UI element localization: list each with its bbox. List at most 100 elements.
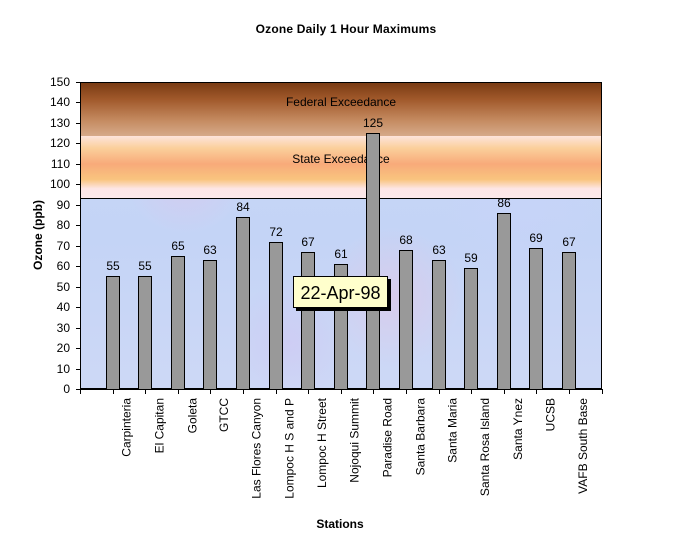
x-tick xyxy=(406,389,407,394)
bar-value-label: 67 xyxy=(301,235,315,249)
x-tick xyxy=(373,389,374,394)
x-tick xyxy=(439,389,440,394)
bar[interactable] xyxy=(366,133,380,390)
y-tick xyxy=(76,225,80,226)
y-tick xyxy=(76,102,80,103)
bar-value-label: 61 xyxy=(334,247,348,261)
y-tick-label: 70 xyxy=(56,239,70,253)
bar-value-label: 84 xyxy=(236,200,250,214)
date-tooltip: 22-Apr-98 xyxy=(293,276,388,308)
x-tick xyxy=(80,389,81,394)
x-tick xyxy=(471,389,472,394)
y-tick-label: 130 xyxy=(49,116,70,130)
x-axis-title: Stations xyxy=(316,517,364,531)
y-tick-label: 10 xyxy=(56,362,70,376)
y-tick xyxy=(76,328,80,329)
y-tick xyxy=(76,205,80,206)
bar[interactable] xyxy=(464,268,478,390)
x-tick-label: UCSB xyxy=(543,398,557,432)
y-axis xyxy=(80,82,81,390)
bar-value-label: 65 xyxy=(171,239,185,253)
y-tick-label: 120 xyxy=(49,136,70,150)
y-tick xyxy=(76,246,80,247)
y-tick-label: 40 xyxy=(56,300,70,314)
y-tick-label: 20 xyxy=(56,341,70,355)
y-tick xyxy=(76,389,80,390)
x-tick xyxy=(308,389,309,394)
x-tick xyxy=(276,389,277,394)
x-tick-label: Lompoc H S and P xyxy=(283,398,297,499)
plot-area: Federal Exceedance State Exceedance xyxy=(80,82,602,389)
x-tick xyxy=(504,389,505,394)
y-tick-label: 150 xyxy=(49,75,70,89)
bar-value-label: 68 xyxy=(399,233,413,247)
federal-exceedance-label: Federal Exceedance xyxy=(285,95,397,109)
x-tick xyxy=(145,389,146,394)
y-tick-label: 110 xyxy=(50,157,70,171)
y-tick xyxy=(76,369,80,370)
bar-value-label: 63 xyxy=(203,243,217,257)
bar[interactable] xyxy=(171,256,185,390)
bar-value-label: 55 xyxy=(106,259,120,273)
y-tick xyxy=(76,143,80,144)
bar[interactable] xyxy=(106,276,120,390)
y-tick-label: 100 xyxy=(49,177,70,191)
x-tick-label: El Capitan xyxy=(152,398,166,454)
bar-value-label: 55 xyxy=(138,259,152,273)
bar[interactable] xyxy=(269,242,283,390)
bar[interactable] xyxy=(497,213,511,390)
y-tick xyxy=(76,348,80,349)
chart-title: Ozone Daily 1 Hour Maximums xyxy=(255,22,437,36)
bar-value-label: 69 xyxy=(529,231,543,245)
x-tick xyxy=(243,389,244,394)
x-tick xyxy=(113,389,114,394)
state-exceedance-label: State Exceedance xyxy=(292,152,390,167)
bar[interactable] xyxy=(529,248,543,390)
x-tick-label: Carpinteria xyxy=(120,398,134,457)
state-exceedance-band: State Exceedance xyxy=(81,136,601,199)
y-tick xyxy=(76,164,80,165)
x-tick-label: Lompoc H Street xyxy=(315,398,329,489)
x-tick-label: Santa Maria xyxy=(446,398,460,463)
bar[interactable] xyxy=(203,260,217,390)
y-tick-label: 30 xyxy=(56,321,70,335)
y-tick-label: 140 xyxy=(49,95,70,109)
x-tick xyxy=(602,389,603,394)
x-tick xyxy=(178,389,179,394)
bar-value-label: 125 xyxy=(362,116,384,130)
x-tick-label: GTCC xyxy=(217,398,231,432)
bar-value-label: 67 xyxy=(562,235,576,249)
bar-value-label: 72 xyxy=(269,225,283,239)
y-tick xyxy=(76,82,80,83)
x-tick-label: Goleta xyxy=(185,398,199,434)
bar[interactable] xyxy=(432,260,446,390)
y-tick-label: 50 xyxy=(56,280,70,294)
bar[interactable] xyxy=(138,276,152,390)
y-axis-title: Ozone (ppb) xyxy=(31,200,45,270)
y-tick-label: 90 xyxy=(56,198,70,212)
y-tick xyxy=(76,123,80,124)
y-tick-label: 0 xyxy=(63,382,70,396)
y-tick xyxy=(76,287,80,288)
bar-value-label: 59 xyxy=(464,251,478,265)
x-tick-label: Nojoqui Summit xyxy=(348,398,362,483)
bar[interactable] xyxy=(399,250,413,390)
y-tick xyxy=(76,184,80,185)
y-tick-label: 80 xyxy=(56,218,70,232)
x-tick-label: VAFB South Base xyxy=(576,398,590,494)
y-tick-label: 60 xyxy=(56,259,70,273)
x-tick-label: Santa Rosa Island xyxy=(478,398,492,497)
x-tick-label: Paradise Road xyxy=(380,398,394,478)
bar[interactable] xyxy=(236,217,250,390)
x-tick xyxy=(569,389,570,394)
x-tick-label: Santa Ynez xyxy=(511,398,525,460)
x-tick xyxy=(341,389,342,394)
x-tick xyxy=(210,389,211,394)
bar[interactable] xyxy=(562,252,576,390)
bar[interactable] xyxy=(301,252,315,390)
x-tick-label: Las Flores Canyon xyxy=(250,398,264,499)
x-tick xyxy=(536,389,537,394)
federal-exceedance-band: Federal Exceedance xyxy=(81,83,601,138)
y-tick xyxy=(76,307,80,308)
y-tick xyxy=(76,266,80,267)
